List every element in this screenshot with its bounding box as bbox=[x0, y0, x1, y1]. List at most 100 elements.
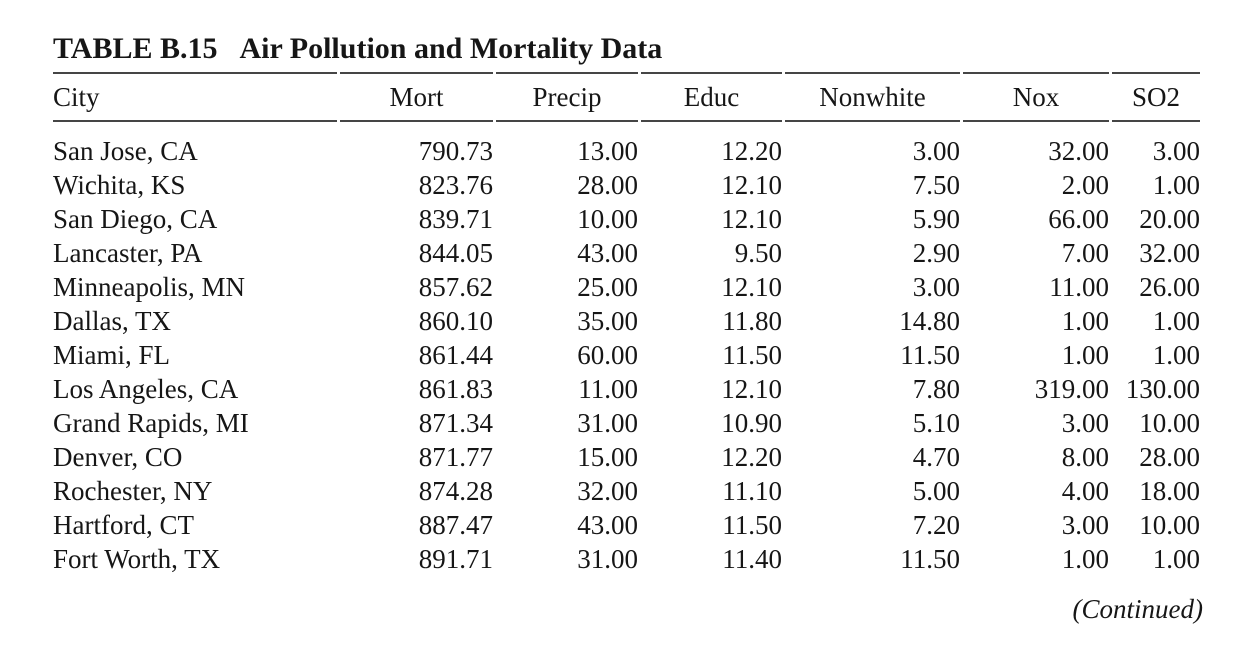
educ-cell: 12.20 bbox=[721, 442, 782, 472]
precip-cell: 32.00 bbox=[577, 476, 638, 506]
precip-cell: 25.00 bbox=[577, 272, 638, 302]
mort-cell: 891.71 bbox=[418, 544, 493, 574]
nonwhite-cell: 3.00 bbox=[912, 272, 960, 302]
nox-cell: 66.00 bbox=[1048, 204, 1109, 234]
table-row: Lancaster, PA 844.05 43.00 9.50 2.90 7.0… bbox=[53, 236, 1200, 270]
column-header-nox: Nox bbox=[963, 72, 1109, 122]
nox-cell: 2.00 bbox=[1061, 170, 1109, 200]
column-header-precip: Precip bbox=[496, 72, 638, 122]
so2-cell: 130.00 bbox=[1125, 374, 1200, 404]
table-caption: TABLE B.15 Air Pollution and Mortality Da… bbox=[53, 34, 1206, 64]
city-cell: San Jose, CA bbox=[53, 136, 198, 166]
table-row: Wichita, KS 823.76 28.00 12.10 7.50 2.00… bbox=[53, 168, 1200, 202]
so2-cell: 32.00 bbox=[1139, 238, 1200, 268]
educ-cell: 11.80 bbox=[722, 306, 782, 336]
table-header: City Mort Precip Educ Nonwhite Nox SO2 bbox=[53, 72, 1200, 122]
nonwhite-cell: 7.80 bbox=[912, 374, 960, 404]
precip-cell: 60.00 bbox=[577, 340, 638, 370]
city-cell: Miami, FL bbox=[53, 340, 171, 370]
city-cell: Lancaster, PA bbox=[53, 238, 203, 268]
educ-cell: 11.40 bbox=[722, 544, 782, 574]
city-cell: Los Angeles, CA bbox=[53, 374, 239, 404]
mort-cell: 871.77 bbox=[418, 442, 493, 472]
mort-cell: 861.44 bbox=[418, 340, 493, 370]
so2-cell: 1.00 bbox=[1152, 306, 1200, 336]
so2-cell: 20.00 bbox=[1139, 204, 1200, 234]
so2-cell: 1.00 bbox=[1152, 170, 1200, 200]
nox-cell: 1.00 bbox=[1061, 544, 1109, 574]
nonwhite-cell: 14.80 bbox=[899, 306, 960, 336]
so2-cell: 28.00 bbox=[1139, 442, 1200, 472]
educ-cell: 11.50 bbox=[722, 510, 782, 540]
so2-cell: 10.00 bbox=[1139, 510, 1200, 540]
nox-cell: 8.00 bbox=[1061, 442, 1109, 472]
table-number: TABLE B.15 bbox=[53, 32, 218, 65]
nonwhite-cell: 5.90 bbox=[912, 204, 960, 234]
precip-cell: 28.00 bbox=[577, 170, 638, 200]
so2-cell: 18.00 bbox=[1139, 476, 1200, 506]
so2-cell: 1.00 bbox=[1152, 544, 1200, 574]
educ-cell: 11.10 bbox=[722, 476, 782, 506]
nonwhite-cell: 2.90 bbox=[912, 238, 960, 268]
precip-cell: 43.00 bbox=[577, 238, 638, 268]
educ-cell: 9.50 bbox=[734, 238, 782, 268]
mort-cell: 887.47 bbox=[418, 510, 493, 540]
table-row: Grand Rapids, MI 871.34 31.00 10.90 5.10… bbox=[53, 406, 1200, 440]
table-row: Denver, CO 871.77 15.00 12.20 4.70 8.00 … bbox=[53, 440, 1200, 474]
city-cell: Dallas, TX bbox=[53, 306, 171, 336]
table-row: San Diego, CA 839.71 10.00 12.10 5.90 66… bbox=[53, 202, 1200, 236]
air-pollution-mortality-table: City Mort Precip Educ Nonwhite Nox SO2 S… bbox=[50, 72, 1203, 576]
nox-cell: 32.00 bbox=[1048, 136, 1109, 166]
mort-cell: 823.76 bbox=[418, 170, 493, 200]
nox-cell: 3.00 bbox=[1061, 510, 1109, 540]
city-cell: Fort Worth, TX bbox=[53, 544, 221, 574]
city-cell: Wichita, KS bbox=[53, 170, 186, 200]
nonwhite-cell: 11.50 bbox=[900, 544, 960, 574]
educ-cell: 12.20 bbox=[721, 136, 782, 166]
nonwhite-cell: 4.70 bbox=[912, 442, 960, 472]
table-row: Miami, FL 861.44 60.00 11.50 11.50 1.00 … bbox=[53, 338, 1200, 372]
precip-cell: 15.00 bbox=[577, 442, 638, 472]
nonwhite-cell: 7.50 bbox=[912, 170, 960, 200]
educ-cell: 12.10 bbox=[721, 170, 782, 200]
nonwhite-cell: 3.00 bbox=[912, 136, 960, 166]
city-cell: Denver, CO bbox=[53, 442, 183, 472]
mort-cell: 860.10 bbox=[418, 306, 493, 336]
educ-cell: 12.10 bbox=[721, 204, 782, 234]
nox-cell: 3.00 bbox=[1061, 408, 1109, 438]
continued-note: (Continued) bbox=[1072, 594, 1203, 624]
precip-cell: 10.00 bbox=[577, 204, 638, 234]
column-header-mort: Mort bbox=[340, 72, 493, 122]
precip-cell: 31.00 bbox=[577, 408, 638, 438]
table-body: San Jose, CA 790.73 13.00 12.20 3.00 32.… bbox=[53, 122, 1200, 576]
educ-cell: 12.10 bbox=[721, 272, 782, 302]
educ-cell: 10.90 bbox=[721, 408, 782, 438]
mort-cell: 839.71 bbox=[418, 204, 493, 234]
table-row: Minneapolis, MN 857.62 25.00 12.10 3.00 … bbox=[53, 270, 1200, 304]
nox-cell: 11.00 bbox=[1049, 272, 1109, 302]
mort-cell: 871.34 bbox=[418, 408, 493, 438]
mort-cell: 844.05 bbox=[418, 238, 493, 268]
precip-cell: 43.00 bbox=[577, 510, 638, 540]
table-row: Dallas, TX 860.10 35.00 11.80 14.80 1.00… bbox=[53, 304, 1200, 338]
nox-cell: 4.00 bbox=[1061, 476, 1109, 506]
city-cell: Minneapolis, MN bbox=[53, 272, 245, 302]
precip-cell: 35.00 bbox=[577, 306, 638, 336]
nox-cell: 319.00 bbox=[1034, 374, 1109, 404]
column-header-so2: SO2 bbox=[1112, 72, 1200, 122]
mort-cell: 874.28 bbox=[418, 476, 493, 506]
city-cell: Hartford, CT bbox=[53, 510, 194, 540]
table-row: Hartford, CT 887.47 43.00 11.50 7.20 3.0… bbox=[53, 508, 1200, 542]
precip-cell: 31.00 bbox=[577, 544, 638, 574]
city-cell: San Diego, CA bbox=[53, 204, 218, 234]
city-cell: Grand Rapids, MI bbox=[53, 408, 249, 438]
nonwhite-cell: 7.20 bbox=[912, 510, 960, 540]
mort-cell: 861.83 bbox=[418, 374, 493, 404]
column-header-city: City bbox=[53, 72, 337, 122]
city-cell: Rochester, NY bbox=[53, 476, 213, 506]
so2-cell: 3.00 bbox=[1152, 136, 1200, 166]
educ-cell: 11.50 bbox=[722, 340, 782, 370]
table-row: Fort Worth, TX 891.71 31.00 11.40 11.50 … bbox=[53, 542, 1200, 576]
nonwhite-cell: 11.50 bbox=[900, 340, 960, 370]
